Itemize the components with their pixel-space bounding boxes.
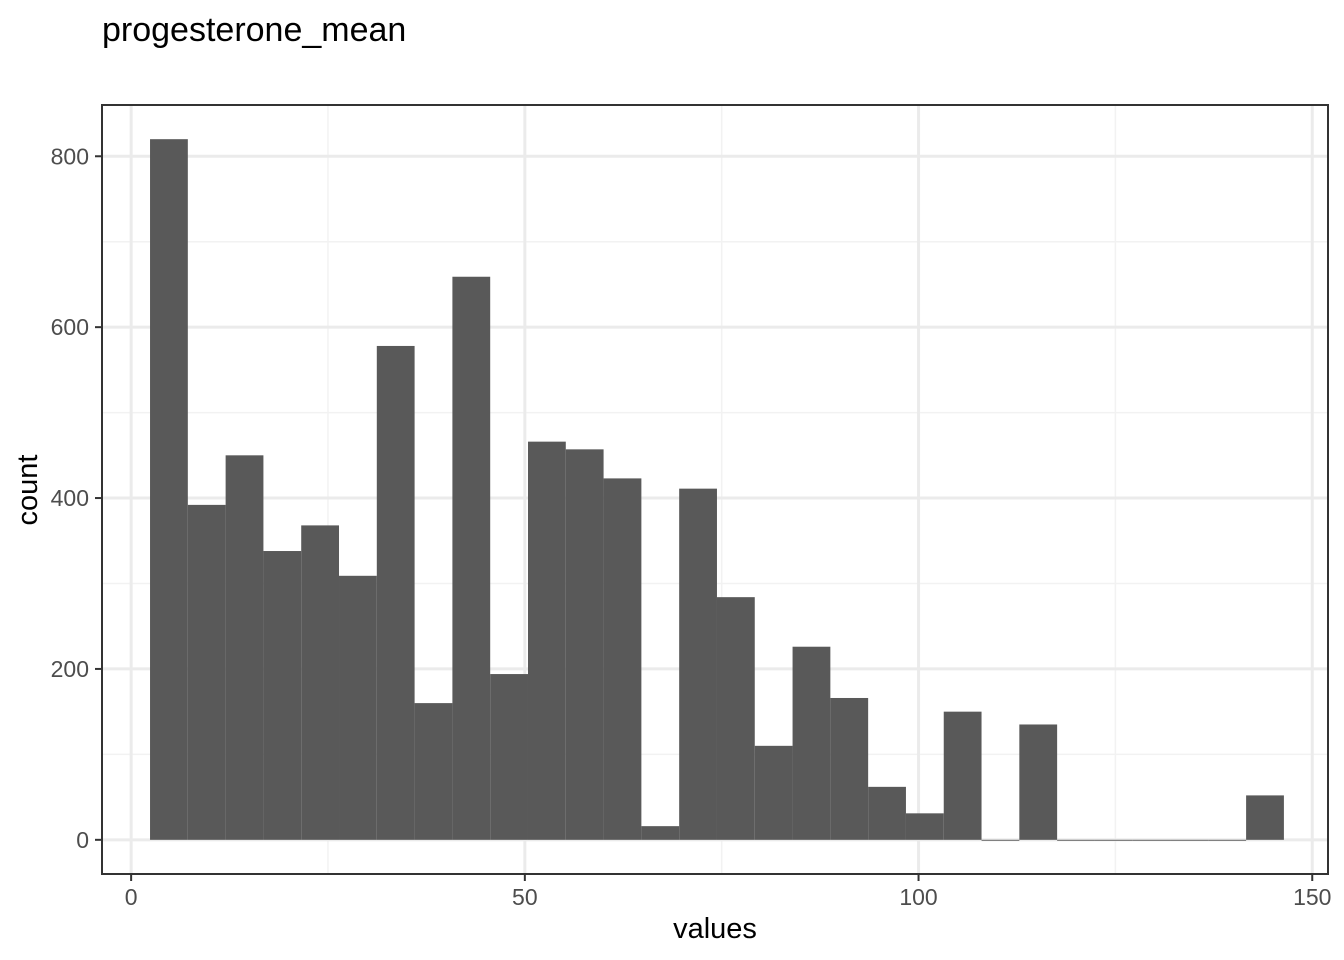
- histogram-bars: [150, 139, 1284, 841]
- histogram-bar: [565, 449, 604, 840]
- histogram-bar: [1208, 839, 1247, 841]
- histogram-bar: [339, 575, 377, 840]
- histogram-bar: [830, 697, 869, 840]
- histogram-bar: [301, 525, 340, 840]
- x-tick-label: 150: [1293, 884, 1331, 910]
- histogram-bar: [1170, 839, 1209, 841]
- histogram-bar: [1019, 724, 1058, 840]
- histogram-bar: [527, 441, 566, 840]
- histogram-bar: [981, 839, 1020, 841]
- histogram-bar: [754, 745, 793, 840]
- histogram-bar: [150, 139, 188, 840]
- histogram-bar: [452, 276, 491, 840]
- histogram-bar: [225, 455, 264, 840]
- histogram-bar: [490, 674, 528, 840]
- y-axis-ticks: 0 200 400 600 800: [51, 143, 102, 853]
- histogram-bar: [1132, 839, 1171, 841]
- x-axis-ticks: 0 50 100 150: [125, 874, 1331, 910]
- histogram-bar: [792, 646, 831, 840]
- x-tick-label: 50: [512, 884, 538, 910]
- histogram-bar: [1094, 839, 1133, 841]
- x-tick-label: 0: [125, 884, 138, 910]
- x-axis-title: values: [673, 913, 757, 945]
- x-tick-label: 100: [899, 884, 937, 910]
- y-tick-label: 0: [76, 827, 89, 853]
- histogram-bar: [943, 711, 982, 840]
- y-tick-label: 400: [51, 485, 89, 511]
- histogram-bar: [1057, 839, 1095, 841]
- histogram-bar: [641, 826, 680, 840]
- histogram-bar: [187, 504, 226, 840]
- histogram-bar: [414, 703, 453, 840]
- y-tick-label: 200: [51, 656, 89, 682]
- histogram-bar: [716, 597, 755, 840]
- y-tick-label: 800: [51, 143, 89, 169]
- y-axis-title: count: [12, 455, 44, 526]
- histogram-bar: [376, 345, 415, 840]
- y-tick-label: 600: [51, 314, 89, 340]
- histogram-bar: [905, 813, 944, 840]
- histogram-bar: [1246, 795, 1284, 840]
- histogram-bar: [603, 478, 642, 840]
- histogram-bar: [263, 551, 302, 840]
- histogram-bar: [679, 488, 717, 840]
- chart-title: progesterone_mean: [102, 11, 406, 49]
- histogram-bar: [868, 786, 906, 840]
- panel-border: [101, 104, 1329, 875]
